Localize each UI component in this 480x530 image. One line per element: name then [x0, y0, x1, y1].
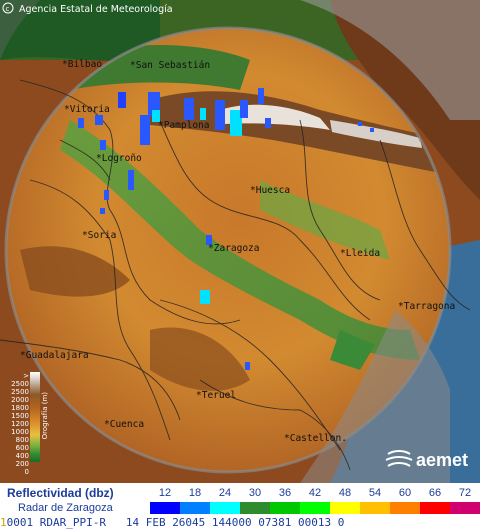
orography-tick: 1800	[11, 404, 29, 412]
city-label-lleida: *Lleida	[340, 248, 380, 259]
orography-title: Orografía (m)	[41, 392, 49, 440]
scale-level: 48	[330, 486, 360, 514]
orography-tick: 2500	[11, 388, 29, 396]
scale-level: 54	[360, 486, 390, 514]
orography-tick: 800	[15, 436, 29, 444]
scale-level: 12	[150, 486, 180, 514]
scale-level-label: 18	[188, 487, 202, 499]
scale-level-swatch	[150, 502, 180, 514]
legend-title: Reflectividad (dbz)	[7, 486, 114, 500]
orography-tick: 2000	[11, 396, 29, 404]
orography-tick: 1200	[11, 420, 29, 428]
agency-header: c	[2, 2, 14, 14]
footer-text: 0001 RDAR_PPI-R 14 FEB 26045 144000 0738…	[6, 516, 345, 529]
scale-level-label: 66	[428, 487, 442, 499]
orography-tick: 1000	[11, 428, 29, 436]
orography-tick: 1500	[11, 412, 29, 420]
orography-ticks: > 2500 2500 2000 1800 1500 1200 1000 800 600 400 2…	[4, 372, 29, 476]
radar-map: *Bilbao *San Sebastián *Vitoria *Pamplona *L…	[0, 0, 480, 483]
footer-bar: 10001 RDAR_PPI-R 14 FEB 26045 144000 073…	[0, 515, 480, 530]
scale-level-swatch	[270, 502, 300, 514]
scale-level-label: 72	[458, 487, 472, 499]
city-label-vitoria: *Vitoria	[64, 104, 110, 115]
scale-level-label: 54	[368, 487, 382, 499]
legend-subtitle: Radar de Zaragoza	[18, 502, 113, 514]
scale-level-swatch	[210, 502, 240, 514]
scale-level: 42	[300, 486, 330, 514]
scale-level: 66	[420, 486, 450, 514]
city-labels: *Bilbao *San Sebastián *Vitoria *Pamplona *L…	[20, 59, 455, 444]
svg-text:c: c	[6, 5, 10, 13]
orography-bar	[30, 372, 40, 462]
scale-level-swatch	[450, 502, 480, 514]
scale-level: 24	[210, 486, 240, 514]
agency-title: Agencia Estatal de Meteorología	[19, 4, 173, 15]
footer-lead: 1	[0, 516, 7, 529]
scale-level-label: 36	[278, 487, 292, 499]
aemet-logo-icon	[385, 450, 413, 467]
scale-level-label: 24	[218, 487, 232, 499]
city-label-tarragona: *Tarragona	[398, 301, 455, 312]
scale-level-label: 60	[398, 487, 412, 499]
scale-level-swatch	[330, 502, 360, 514]
scale-level-label: 12	[158, 487, 172, 499]
scale-level: 30	[240, 486, 270, 514]
city-label-san-sebasti-n: *San Sebastián	[130, 60, 210, 71]
orography-scale: > 2500 2500 2000 1800 1500 1200 1000 800 600 400 2…	[4, 372, 52, 476]
orography-tick: 600	[15, 444, 29, 452]
city-label-huesca: *Huesca	[250, 185, 290, 196]
scale-level-swatch	[240, 502, 270, 514]
city-label-teruel: *Teruel	[196, 390, 236, 401]
city-label-guadalajara: *Guadalajara	[20, 350, 89, 361]
orography-tick: 400	[15, 452, 29, 460]
city-label-logro-o: *Logroño	[96, 153, 142, 164]
city-label-pamplona: *Pamplona	[158, 120, 209, 131]
city-label-zaragoza: *Zaragoza	[208, 243, 259, 254]
scale-level-label: 48	[338, 487, 352, 499]
scale-level: 18	[180, 486, 210, 514]
radar-echoes	[78, 88, 374, 370]
scale-level-label: 42	[308, 487, 322, 499]
scale-level-swatch	[390, 502, 420, 514]
city-label-castellon: *Castellon.	[284, 433, 347, 444]
city-label-cuenca: *Cuenca	[104, 419, 144, 430]
scale-level-swatch	[420, 502, 450, 514]
province-borders	[0, 79, 471, 471]
reflectivity-scale: 12 18 24 30 36 42 48 54 60 66 72	[150, 486, 480, 516]
city-label-bilbao: *Bilbao	[62, 59, 102, 70]
scale-level: 60	[390, 486, 420, 514]
orography-tick: > 2500	[11, 372, 29, 388]
scale-level-swatch	[360, 502, 390, 514]
scale-level: 36	[270, 486, 300, 514]
scale-level-label: 30	[248, 487, 262, 499]
orography-tick: 200	[15, 460, 29, 468]
scale-level-swatch	[300, 502, 330, 514]
aemet-logo: aemet	[384, 450, 476, 474]
orography-tick: 0	[24, 468, 29, 476]
aemet-logo-text: aemet	[416, 450, 469, 470]
scale-level: 72	[450, 486, 480, 514]
city-label-soria: *Soria	[82, 230, 116, 241]
scale-level-swatch	[180, 502, 210, 514]
